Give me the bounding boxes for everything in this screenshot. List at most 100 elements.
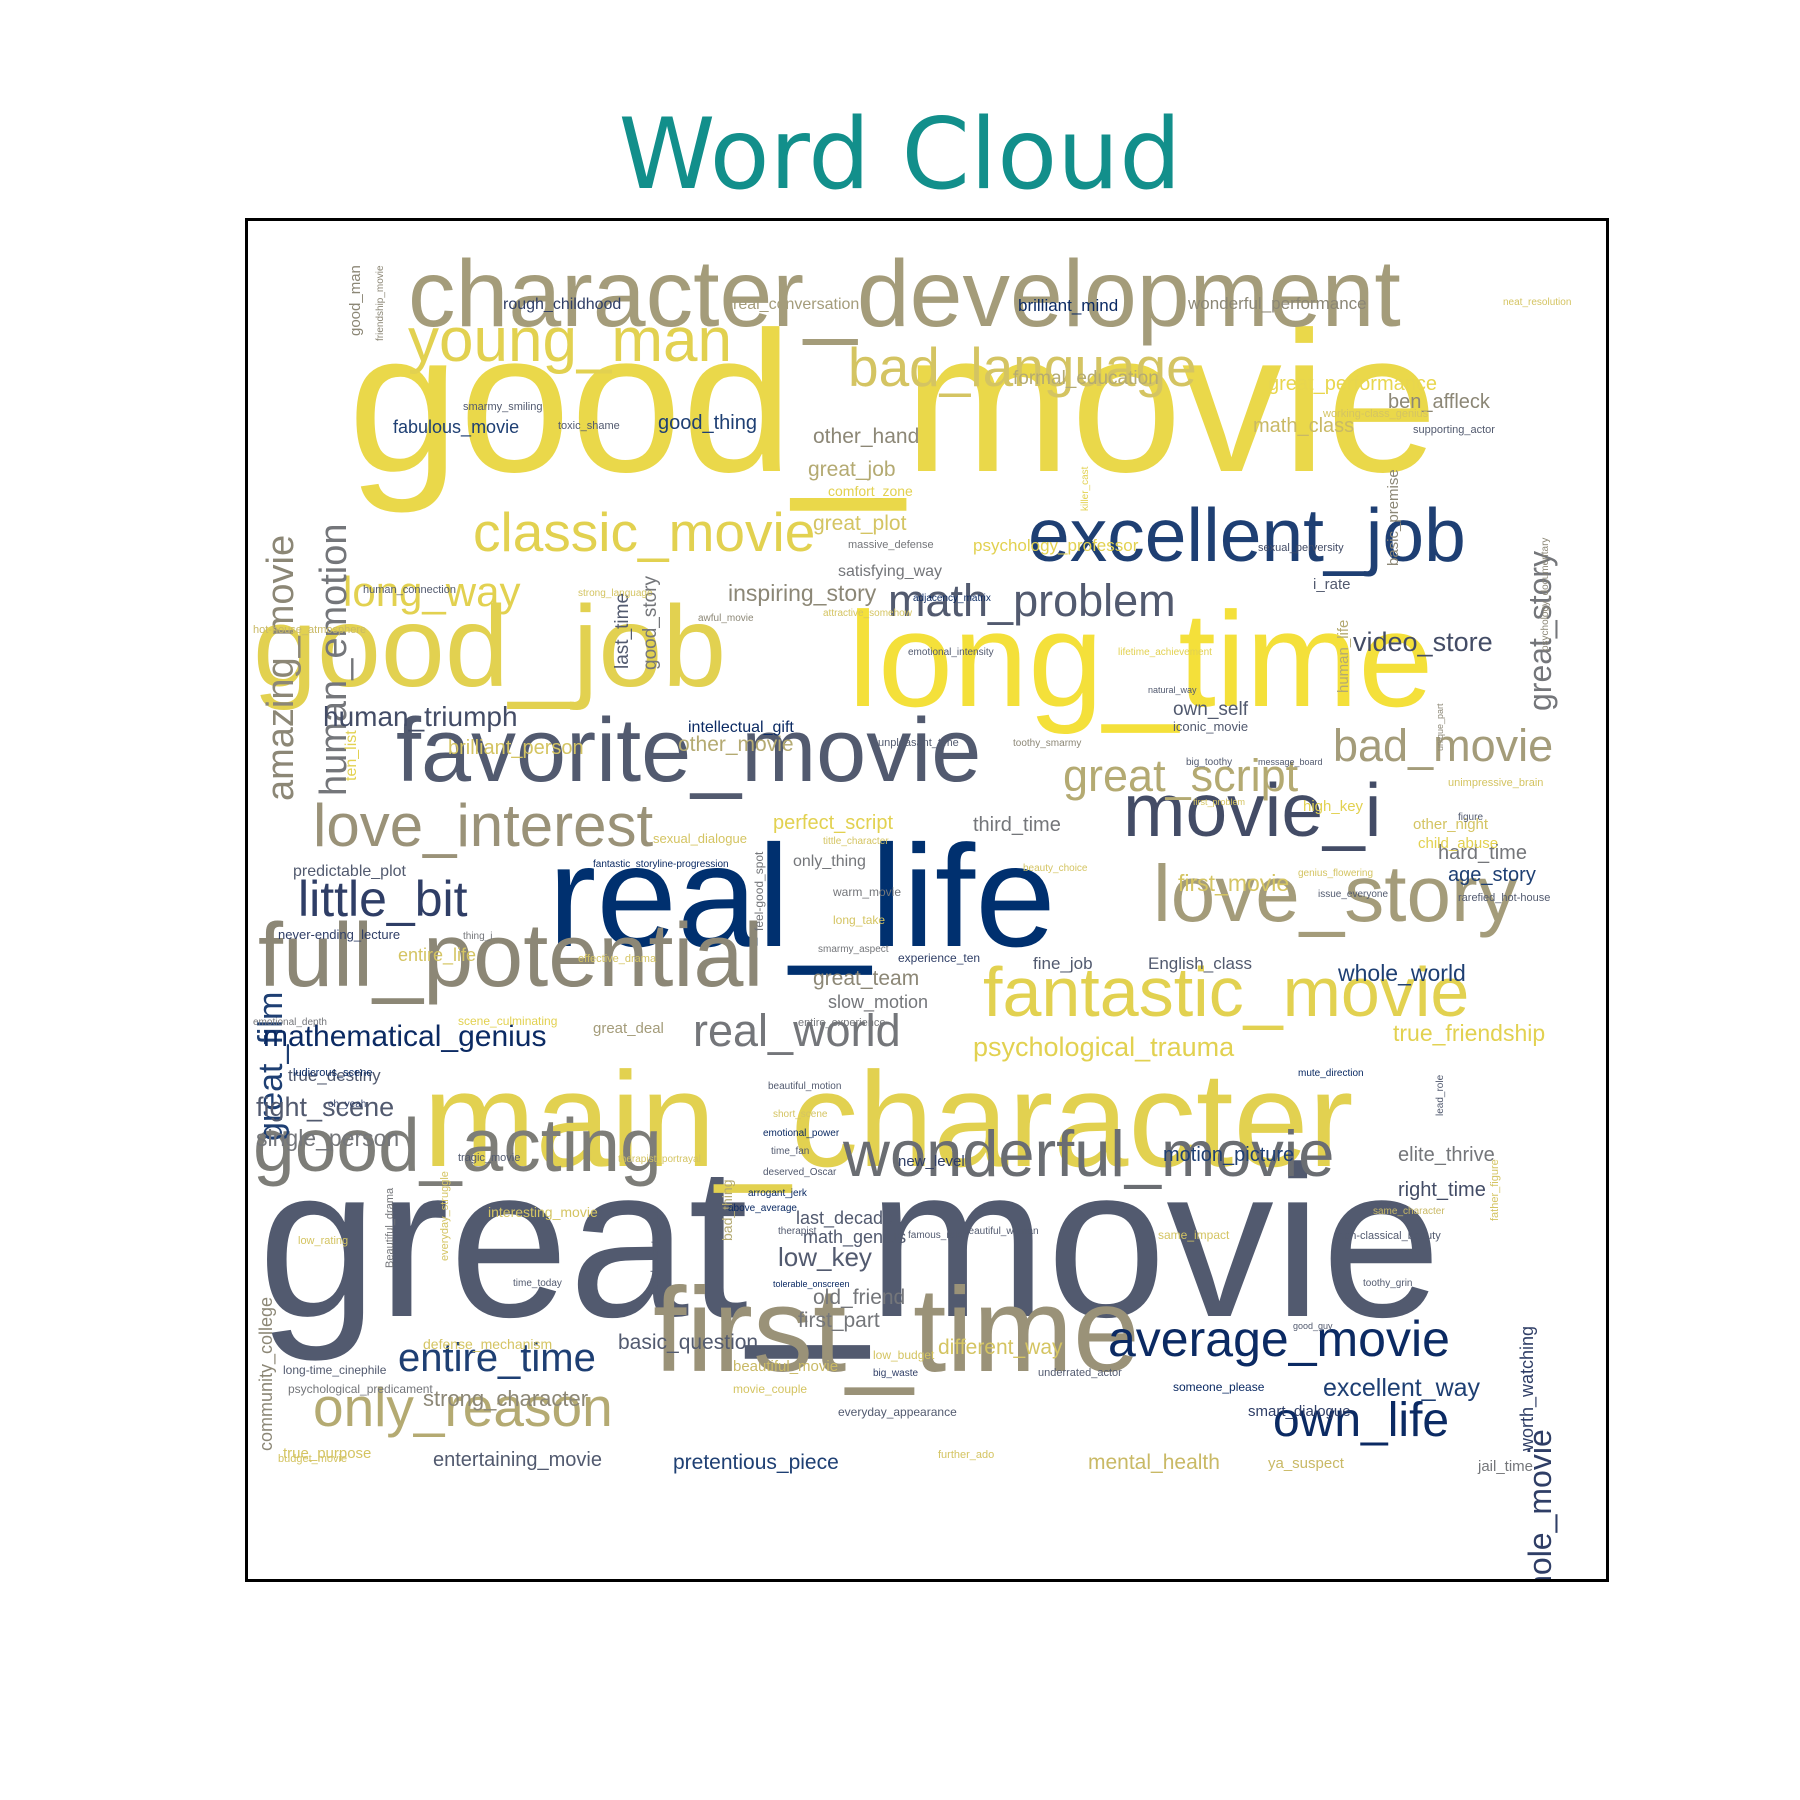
word-basic-premise: basic_premise (1385, 469, 1402, 566)
word-intellectual-gift: intellectual_gift (688, 719, 794, 736)
word-cloud: good_moviegreat_moviereal_lifelong_timem… (252, 241, 1571, 1579)
word-predictable-plot: predictable_plot (293, 863, 407, 880)
word-warm-movie: warm_movie (832, 885, 901, 899)
word-toothy-grin: toothy_grin (1363, 1278, 1412, 1289)
word-therapist: therapist (778, 1226, 817, 1237)
word-little-bit: little_bit (298, 871, 468, 927)
word-excellent-job: excellent_job (1028, 493, 1466, 577)
word-fabulous-movie: fabulous_movie (393, 417, 519, 438)
word-beauty-choice: beauty_choice (1023, 863, 1088, 874)
word-other-movie: other_movie (678, 733, 794, 756)
word-whole-movie: whole_movie (1522, 1429, 1558, 1579)
word-good-guy: good_guy (1293, 1321, 1333, 1331)
word-first-part: first_part (798, 1309, 880, 1332)
word-last-decade: last_decade (796, 1208, 893, 1229)
word-smarmy-aspect: smarmy_aspect (818, 944, 889, 955)
word-effective-drama: effective_drama (578, 953, 657, 965)
word-psychology-professor: psychology_professor (973, 536, 1139, 555)
word-love-interest: love_interest (313, 792, 654, 859)
word-only-thing: only_thing (793, 853, 866, 870)
word-real-conversation: real_conversation (733, 296, 859, 313)
word-true-destiny: true_destiny (288, 1066, 381, 1085)
word-favorite-movie: favorite_movie (396, 701, 981, 801)
word-other-hand: other_hand (813, 425, 919, 448)
word-smart-dialogue: smart_dialogue (1248, 1403, 1351, 1420)
word-mute-direction: mute_direction (1298, 1068, 1364, 1079)
word-real-world: real_world (693, 1005, 901, 1056)
word-i-rate: i_rate (1313, 576, 1351, 593)
word-beautiful-movie: beautiful_movie (733, 1358, 838, 1375)
word-good-job: good_job (253, 583, 726, 711)
word-good-story: good_story (640, 575, 661, 670)
word-basic-question: basic_question (618, 1331, 758, 1354)
word-budget-movie: budget_movie (278, 1453, 347, 1465)
word-attractive-somehow: attractive_somehow (823, 608, 913, 619)
word-entire-life: entire_life (398, 945, 476, 966)
word-interesting-movie: interesting_movie (488, 1204, 598, 1220)
word-real-life: real_life (548, 815, 1056, 977)
word-hard-time: hard_time (1438, 842, 1527, 864)
word-psychological-predicament: psychological_predicament (288, 1382, 433, 1396)
word-beautiful-woman: beautiful_woman (963, 1226, 1039, 1237)
word-same-character: same_character (1373, 1206, 1445, 1217)
word-own-self: own_self (1173, 699, 1249, 720)
word-first-time: first_time (653, 1263, 1140, 1397)
word-tittle-character: tittle_character (823, 836, 889, 847)
word-great-job: great_job (808, 458, 896, 481)
word-comfort-zone: comfort_zone (828, 483, 913, 499)
word-high-key: high_key (1303, 798, 1364, 815)
word-cloud-frame: good_movie great_movie real_life long_time m… (245, 218, 1609, 1582)
word-brilliant-mind: brilliant_mind (1018, 296, 1118, 315)
word-human-emotion: human_emotion (313, 523, 355, 796)
word-math-problem: math_problem (888, 575, 1176, 626)
word-classic-movie: classic_movie (473, 501, 815, 563)
word-math-class: math_class (1253, 415, 1354, 437)
word-pretentious-piece: pretentious_piece (673, 1451, 839, 1474)
word-emotional-power: emotional_power (763, 1128, 840, 1139)
word-rarefied-hot-house: rarefied_hot-house (1458, 892, 1550, 904)
word-big-toothy: big_toothy (1186, 757, 1232, 768)
word-other-night: other_night (1413, 816, 1489, 833)
word-killer-cast: killer_cast (1080, 466, 1091, 511)
word-psychological-trauma: psychological_trauma (973, 1032, 1235, 1062)
word-love-story: love_story (1153, 849, 1518, 938)
word-unpleasant-time: unpleasant_time (878, 737, 959, 749)
word-everyday-appearance: everyday_appearance (838, 1405, 957, 1419)
word-someone-please: someone_please (1173, 1380, 1265, 1394)
word-age-story: age_story (1448, 864, 1536, 886)
word-long-time-cinephile: long-time_cinephile (283, 1363, 387, 1377)
word-ludicrous-scene: ludicrous_scene (293, 1067, 373, 1079)
word-low-budget: low_budget (873, 1348, 935, 1362)
word-bad-thing: bad_thing (719, 1179, 735, 1241)
word-entertaining-movie: entertaining_movie (433, 1449, 602, 1471)
word-jail-time: jail_time (1477, 1458, 1533, 1475)
word-unique-part: unique_part (1435, 703, 1445, 751)
word-great-movie: great_movie (258, 1121, 1441, 1362)
word-english-class: English_class (1148, 954, 1252, 973)
word-father-figure: father_figure (1489, 1159, 1501, 1221)
word-above-average: above_average (728, 1203, 797, 1214)
word-strong-language: strong_language (578, 588, 653, 599)
word-lifetime-achievement: lifetime_achievement (1118, 647, 1212, 658)
word-own-life: own_life (1273, 1394, 1449, 1447)
word-great-team: great_team (813, 967, 919, 990)
word-long-time: long_time (848, 584, 1433, 735)
word-great-film: great_film (252, 992, 290, 1141)
word-last-time: last_time (612, 593, 633, 669)
word-issue-everyone: issue_everyone (1318, 889, 1388, 900)
word-bad-movie: bad_movie (1333, 720, 1553, 771)
word-fine-job: fine_job (1033, 954, 1093, 973)
word-adolescent-script: adolescent_script (650, 1211, 661, 1289)
word-only-reason: only_reason (313, 1376, 613, 1438)
word-young-man: young_man (408, 306, 732, 375)
word-slow-motion: slow_motion (828, 992, 928, 1013)
word-sexual-perversity: sexual_perversity (1258, 542, 1344, 554)
word-inspiring-story: inspiring_story (728, 580, 877, 606)
word-emotional-depth: emotional_depth (253, 1017, 327, 1028)
word-never-ending-lecture: never-ending_lecture (278, 927, 400, 942)
word-worth-watching: worth_watching (1517, 1326, 1538, 1452)
word-mathematical-genius: mathematical_genius (263, 1020, 547, 1053)
word-sexual-dialogue: sexual_dialogue (653, 831, 747, 846)
word-entire-time: entire_time (398, 1336, 596, 1380)
word-perfect-script: perfect_script (773, 812, 893, 834)
